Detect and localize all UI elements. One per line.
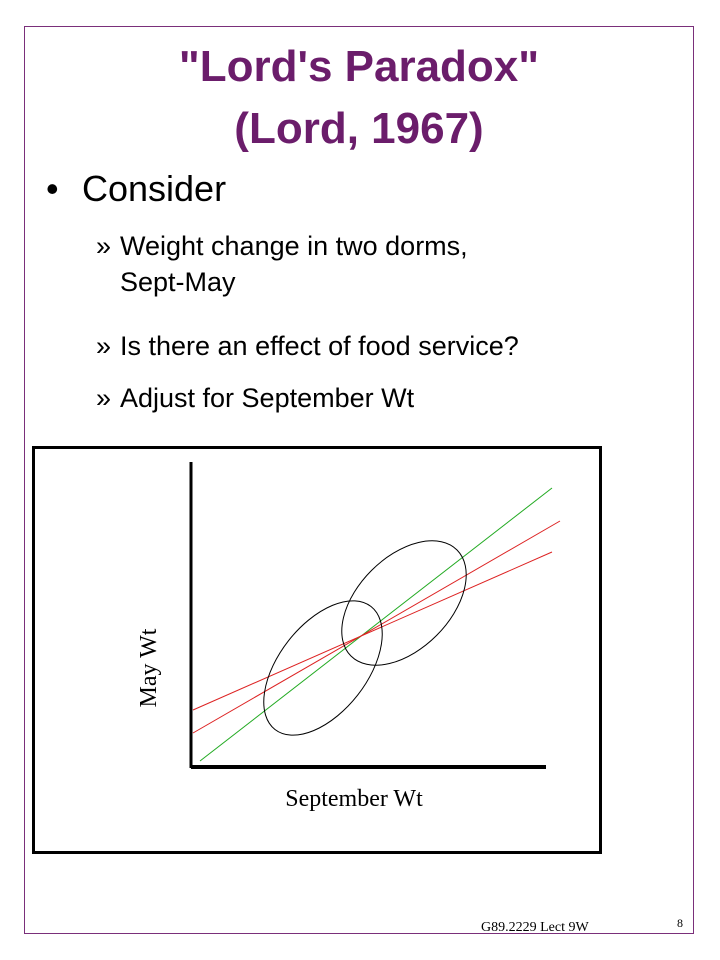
sub-item-marker: » xyxy=(96,231,112,261)
slide-title: "Lord's Paradox" (Lord, 1967) xyxy=(24,36,694,160)
bullet-text: Consider xyxy=(82,168,227,209)
bullet-marker: • xyxy=(46,168,59,209)
sub-item-weight-change: » Weight change in two dorms, Sept-May xyxy=(96,228,468,300)
sub-item-text: Is there an effect of food service? xyxy=(120,331,519,361)
ellipse-dorm-b xyxy=(341,540,467,666)
regression-line-dorm-a xyxy=(192,551,553,711)
x-axis-label: September Wt xyxy=(285,786,423,812)
sub-item-marker: » xyxy=(96,383,112,413)
sub-item-text: Weight change in two dorms, Sept-May xyxy=(120,231,468,297)
sub-item-food-service: » Is there an effect of food service? xyxy=(96,328,519,364)
title-line-1: "Lord's Paradox" xyxy=(178,42,540,91)
diagram-box xyxy=(32,446,602,854)
sub-item-adjust: » Adjust for September Wt xyxy=(96,380,414,416)
sub-item-marker: » xyxy=(96,331,112,361)
slide-frame xyxy=(24,26,694,934)
sub-item-text: Adjust for September Wt xyxy=(120,383,415,413)
y-axis-label: May Wt xyxy=(136,628,162,707)
title-line-2: (Lord, 1967) xyxy=(234,104,484,153)
ellipse-dorm-a xyxy=(263,600,383,736)
page-number: 8 xyxy=(677,916,683,930)
footer-course-label: G89.2229 Lect 9W xyxy=(481,920,589,935)
identity-line xyxy=(199,487,553,762)
bullet-consider: • Consider xyxy=(46,168,226,210)
regression-line-dorm-b xyxy=(192,520,561,734)
